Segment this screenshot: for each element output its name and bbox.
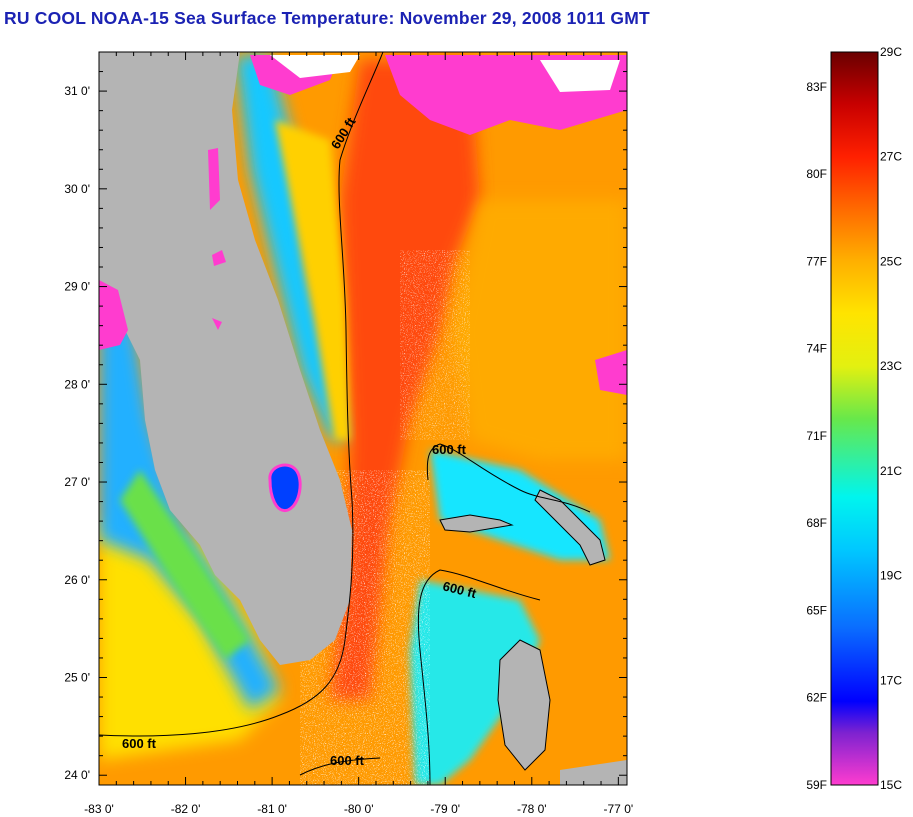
inland-cloud-3 <box>212 318 222 330</box>
contour-label-gulf: 600 ft <box>122 736 157 751</box>
lat-tick-label: 31 0' <box>64 84 90 98</box>
map-frame <box>98 51 628 786</box>
lat-tick-label: 26 0' <box>64 573 90 587</box>
lat-tick-label: 24 0' <box>64 768 90 782</box>
cloud-speckle-east <box>400 250 470 440</box>
bathymetry-contours <box>99 52 591 785</box>
sst-imagery <box>99 52 627 785</box>
longitude-labels: -83 0' -82 0' -81 0' -80 0' -79 0' -78 0' -77 … <box>84 802 633 816</box>
little-bahama-bank-water <box>430 450 610 560</box>
cuba-edge <box>560 760 627 785</box>
lon-tick-label: -83 0' <box>84 802 114 816</box>
contour-600ft-east-florida <box>99 52 384 737</box>
contour-600ft-south <box>299 757 381 776</box>
big-bend-cloud <box>99 280 128 350</box>
lon-tick-label: -81 0' <box>257 802 287 816</box>
lat-tick-label: 30 0' <box>64 182 90 196</box>
florida-land <box>99 52 352 665</box>
lake-okeechobee <box>268 463 302 513</box>
contour-label-little-bahama: 600 ft <box>432 442 467 457</box>
lon-tick-label: -82 0' <box>171 802 201 816</box>
inland-cloud-1 <box>212 250 226 266</box>
abaco-island <box>534 489 606 566</box>
lat-tick-label: 29 0' <box>64 280 90 294</box>
great-bahama-bank-water <box>410 580 540 785</box>
andros-island <box>497 639 551 771</box>
contour-label-straits: 600 ft <box>330 753 365 768</box>
lon-tick-label: -79 0' <box>430 802 460 816</box>
gulf-shelf-green <box>120 470 250 660</box>
cloud-white-north-east <box>540 60 620 92</box>
lat-tick-label: 28 0' <box>64 377 90 391</box>
chart-title: RU COOL NOAA-15 Sea Surface Temperature:… <box>4 8 650 28</box>
latitude-labels: 31 0' 30 0' 29 0' 28 0' 27 0' 26 0' 25 0' 24 0' <box>64 84 90 782</box>
east-shelf-warm <box>275 120 350 440</box>
eastern-ocean <box>455 200 627 460</box>
east-shelf-cool <box>235 55 345 440</box>
lon-tick-label: -80 0' <box>344 802 374 816</box>
contour-600ft-great-bahama <box>417 569 541 785</box>
axis-ticks <box>98 51 627 785</box>
gulf-shelf-yellow <box>99 520 280 760</box>
cloud-white-north <box>270 55 360 78</box>
contour-600ft-little-bahama <box>426 443 591 513</box>
lon-tick-label: -78 0' <box>517 802 547 816</box>
inland-cloud-2 <box>208 148 220 210</box>
grand-bahama-island <box>439 514 514 533</box>
lat-tick-label: 27 0' <box>64 475 90 489</box>
lat-tick-label: 25 0' <box>64 670 90 684</box>
lon-tick-label: -77 0' <box>604 802 634 816</box>
cloud-magenta-east <box>595 350 627 395</box>
